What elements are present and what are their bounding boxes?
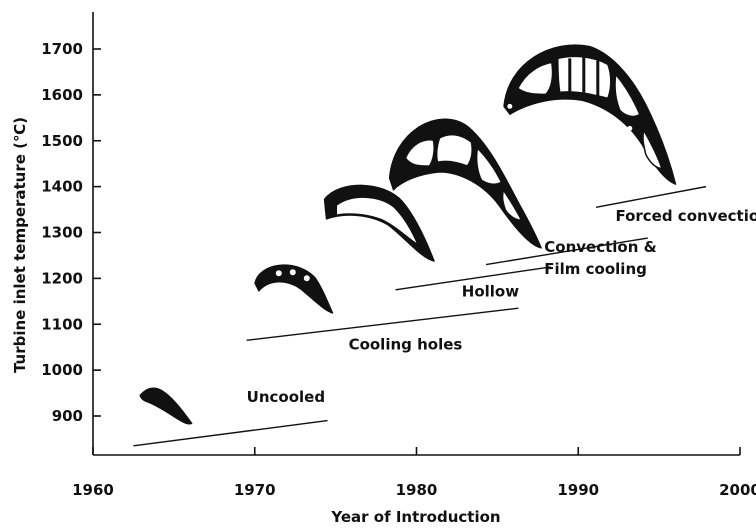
ticks: 900 1000 1100 1200 1300 1400 1500 1600 1700 1960 1… (41, 40, 756, 499)
x-tick-label: 1990 (557, 481, 599, 499)
x-axis-title: Year of Introduction (330, 508, 500, 526)
y-tick-label: 1100 (41, 315, 83, 333)
x-tick-label: 1970 (234, 481, 276, 499)
label-uncooled: Uncooled (247, 388, 325, 406)
trend-line-4 (595, 185, 707, 208)
trend-line-3 (485, 237, 648, 266)
y-tick-label: 1600 (41, 86, 83, 104)
cooling-holes-blade (254, 264, 334, 314)
trend-line-0 (133, 419, 328, 447)
trend-labels: Uncooled Cooling holes Hollow Convection… (247, 207, 756, 406)
y-tick-label: 1700 (41, 40, 83, 58)
x-tick-label: 2000 (719, 481, 756, 499)
label-film-cooling: Film cooling (544, 260, 647, 278)
forced-convection-blade (503, 44, 677, 185)
y-tick-label: 1200 (41, 269, 83, 287)
x-tick-label: 1960 (72, 481, 114, 499)
y-tick-label: 1400 (41, 178, 83, 196)
hollow-blade (323, 184, 435, 262)
label-cooling-holes: Cooling holes (349, 335, 463, 353)
y-axis-title: Turbine inlet temperature (℃) (11, 117, 29, 373)
blade-illustrations (139, 44, 677, 425)
label-forced-convection: Forced convection (615, 207, 756, 225)
convection-film-blade (388, 118, 542, 249)
label-convection: Convection & (544, 238, 656, 256)
trend-line-2 (395, 266, 551, 291)
trend-line-1 (246, 307, 519, 342)
y-tick-label: 1500 (41, 132, 83, 150)
y-tick-label: 1000 (41, 361, 83, 379)
y-tick-label: 900 (52, 407, 83, 425)
label-hollow: Hollow (462, 283, 519, 301)
uncooled-blade (139, 387, 193, 425)
y-tick-label: 1300 (41, 224, 83, 242)
trend-lines (133, 185, 707, 447)
x-tick-label: 1980 (396, 481, 438, 499)
